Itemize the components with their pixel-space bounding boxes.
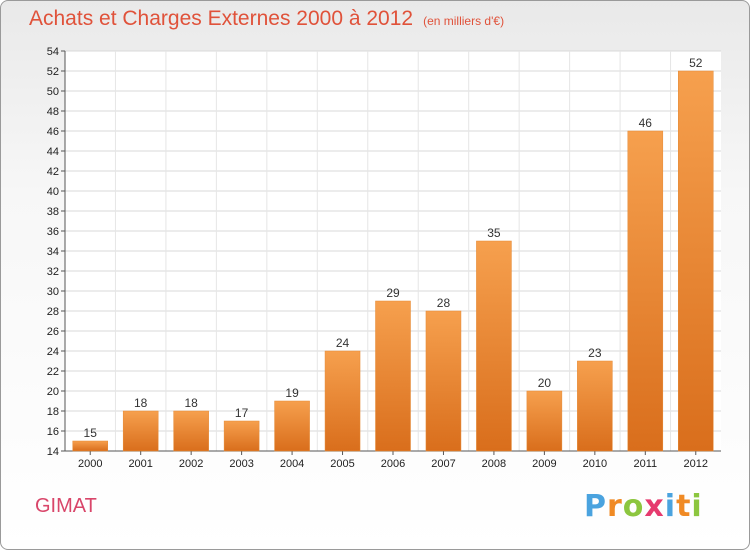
x-tick-label: 2009: [532, 458, 556, 470]
brand-letter: x: [644, 489, 665, 524]
brand-letter: i: [691, 489, 703, 524]
x-tick-label: 2000: [78, 458, 102, 470]
bar: [274, 400, 310, 452]
bar: [122, 410, 159, 452]
x-tick-label: 2003: [229, 458, 253, 470]
bar: [577, 360, 613, 452]
y-tick-label: 24: [47, 346, 59, 358]
bar: [526, 390, 563, 452]
y-tick-label: 48: [47, 106, 59, 118]
y-tick-label: 30: [47, 286, 59, 298]
x-tick-label: 2010: [583, 458, 607, 470]
y-tick-label: 36: [47, 226, 59, 238]
bars: [72, 70, 714, 452]
x-tick-label: 2002: [179, 458, 203, 470]
y-tick-label: 44: [47, 146, 59, 158]
y-tick-label: 40: [47, 186, 59, 198]
y-tick-label: 38: [47, 206, 59, 218]
brand-letter: r: [607, 489, 623, 524]
axes: 14 16 18 20 22 24 26 28 30 32 34 36 38 40 42 44 46 48 50 52…: [47, 46, 721, 470]
brand-letter: t: [676, 489, 692, 524]
bar: [324, 350, 361, 452]
bar: [678, 70, 714, 452]
title-unit: (en milliers d'€): [423, 14, 505, 28]
x-tick-label: 2007: [431, 458, 455, 470]
data-label: 15: [84, 426, 98, 440]
y-tick-label: 50: [47, 86, 59, 98]
x-tick-label: 2006: [381, 458, 405, 470]
brand-letter: o: [622, 489, 645, 524]
data-label: 19: [285, 386, 299, 400]
data-label: 18: [134, 396, 148, 410]
data-label: 17: [235, 406, 249, 420]
y-tick-label: 18: [47, 406, 59, 418]
y-tick-label: 52: [47, 66, 59, 78]
bar: [425, 310, 462, 452]
y-tick-label: 54: [47, 46, 59, 58]
data-label: 52: [689, 56, 703, 70]
x-tick-label: 2012: [684, 458, 708, 470]
y-tick-label: 26: [47, 326, 59, 338]
data-label: 35: [487, 226, 501, 240]
data-label: 29: [386, 286, 400, 300]
title-text: Achats et Charges Externes 2000 à 2012: [29, 7, 414, 30]
bar: [223, 420, 260, 452]
y-tick-label: 42: [47, 166, 59, 178]
y-tick-label: 34: [47, 246, 59, 258]
data-label: 20: [538, 376, 552, 390]
brand-logo: Proxiti: [584, 489, 703, 524]
chart-title: Achats et Charges Externes 2000 à 2012 (e…: [29, 7, 504, 31]
brand-letter: i: [664, 489, 677, 524]
bar: [173, 410, 209, 452]
bar: [375, 300, 411, 452]
brand-letter: P: [584, 489, 607, 524]
y-tick-label: 16: [47, 426, 59, 438]
y-tick-label: 32: [47, 266, 59, 278]
x-tick-label: 2001: [128, 458, 152, 470]
bar: [72, 440, 108, 452]
y-tick-label: 46: [47, 126, 59, 138]
data-label: 28: [437, 296, 451, 310]
data-label: 18: [184, 396, 198, 410]
x-tick-label: 2005: [330, 458, 354, 470]
x-tick-label: 2008: [482, 458, 506, 470]
data-label: 46: [639, 116, 653, 130]
x-tick-label: 2004: [280, 458, 304, 470]
bar: [476, 240, 512, 452]
data-label: 23: [588, 346, 602, 360]
commune-name: GIMAT: [35, 495, 97, 517]
y-tick-label: 28: [47, 306, 59, 318]
bar: [627, 130, 664, 452]
y-tick-label: 22: [47, 366, 59, 378]
labels: 15 18 18 17 19 24 29 28 35 20 23 46 52: [84, 56, 703, 440]
data-label: 24: [336, 336, 350, 350]
x-tick-label: 2011: [633, 458, 657, 470]
y-tick-label: 14: [47, 446, 59, 458]
y-tick-label: 20: [47, 386, 59, 398]
